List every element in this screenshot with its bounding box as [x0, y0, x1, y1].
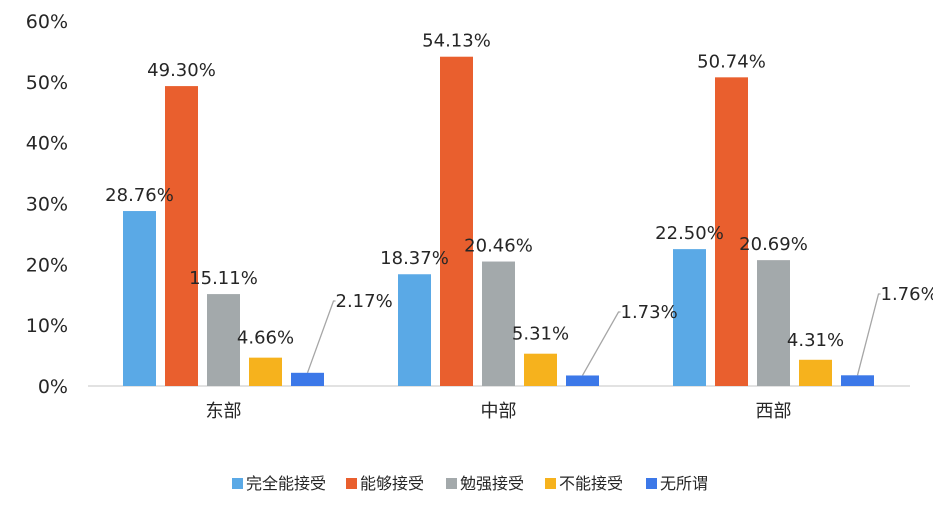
- category-label: 西部: [756, 401, 792, 422]
- bar: [524, 353, 557, 386]
- data-label: 2.17%: [336, 291, 393, 312]
- bar: [757, 260, 790, 386]
- y-tick-label: 20%: [26, 254, 68, 276]
- legend-swatch: [646, 478, 657, 489]
- bar: [165, 86, 198, 386]
- data-label: 4.66%: [237, 328, 294, 349]
- legend-swatch: [446, 478, 457, 489]
- y-tick-label: 40%: [26, 133, 68, 155]
- legend-swatch: [545, 478, 556, 489]
- data-label: 49.30%: [147, 60, 216, 81]
- y-tick-label: 50%: [26, 72, 68, 94]
- leader-line: [581, 311, 621, 376]
- data-label: 50.74%: [697, 51, 766, 72]
- y-axis: 0% 10% 20% 30% 40% 50% 60%: [26, 11, 68, 398]
- y-tick-label: 10%: [26, 315, 68, 337]
- legend-swatch: [346, 478, 357, 489]
- bars: [123, 56, 874, 386]
- legend-label: 勉强接受: [460, 474, 524, 493]
- category-label: 中部: [481, 401, 517, 422]
- data-label: 15.11%: [189, 268, 258, 289]
- y-tick-label: 0%: [38, 376, 68, 398]
- leader-lines: [306, 293, 881, 376]
- data-label: 1.73%: [621, 302, 678, 323]
- legend-label: 无所谓: [660, 474, 708, 493]
- data-label: 1.76%: [881, 284, 933, 305]
- y-tick-label: 60%: [26, 11, 68, 33]
- data-label: 18.37%: [380, 248, 449, 269]
- category-label: 东部: [206, 401, 242, 422]
- bar: [799, 359, 832, 386]
- category-labels: 东部 中部 西部: [206, 401, 792, 422]
- bar: [398, 274, 431, 386]
- data-label: 54.13%: [422, 31, 491, 52]
- data-label: 5.31%: [512, 324, 569, 345]
- bar: [673, 249, 706, 386]
- leader-line: [306, 300, 336, 374]
- legend-label: 不能接受: [559, 474, 623, 493]
- data-label: 28.76%: [105, 185, 174, 206]
- data-label: 22.50%: [655, 223, 724, 244]
- bar: [123, 211, 156, 386]
- bar: [440, 56, 473, 386]
- legend: 完全能接受 能够接受 勉强接受 不能接受 无所谓: [232, 474, 708, 493]
- bar: [207, 294, 240, 386]
- bar: [291, 372, 324, 386]
- data-labels: 28.76% 18.37% 22.50% 49.30% 54.13% 50.74% 15.1…: [105, 31, 933, 351]
- bar: [715, 77, 748, 386]
- bar: [482, 261, 515, 386]
- legend-swatch: [232, 478, 243, 489]
- legend-label: 能够接受: [360, 474, 424, 493]
- legend-label: 完全能接受: [246, 474, 326, 493]
- data-label: 4.31%: [787, 330, 844, 351]
- bar: [566, 375, 599, 386]
- bar: [841, 375, 874, 386]
- bar: [249, 357, 282, 386]
- leader-line: [856, 293, 881, 376]
- y-tick-label: 30%: [26, 194, 68, 216]
- data-label: 20.46%: [464, 236, 533, 257]
- data-label: 20.69%: [739, 234, 808, 255]
